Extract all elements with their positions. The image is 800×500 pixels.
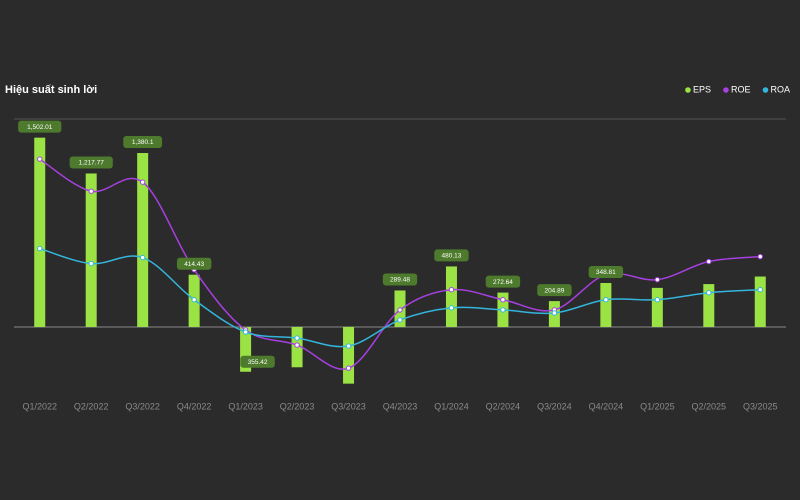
data-label-bg bbox=[240, 355, 275, 368]
x-tick-label: Q1/2023 bbox=[228, 401, 263, 411]
legend-swatch bbox=[685, 87, 691, 93]
data-label-bg bbox=[588, 265, 624, 278]
x-tick-label: Q4/2022 bbox=[177, 401, 212, 411]
line-point bbox=[397, 317, 403, 323]
bar bbox=[703, 284, 715, 327]
line-point bbox=[654, 276, 661, 283]
data-label-bg bbox=[382, 273, 418, 286]
bar bbox=[445, 266, 457, 327]
line-point bbox=[397, 307, 403, 313]
bar bbox=[240, 326, 252, 372]
bar bbox=[137, 153, 149, 327]
data-label: 414.43 bbox=[184, 261, 204, 268]
line-point bbox=[757, 287, 763, 293]
line-point bbox=[448, 305, 455, 311]
line-point bbox=[500, 297, 506, 303]
bar bbox=[600, 282, 612, 327]
data-label: 204.89 bbox=[544, 287, 564, 294]
legend-swatch bbox=[762, 87, 769, 93]
data-label-bg bbox=[18, 120, 62, 133]
legend-label: ROA bbox=[770, 84, 790, 94]
line-point bbox=[345, 365, 352, 371]
x-tick-label: Q1/2022 bbox=[22, 401, 57, 411]
x-tick-label: Q2/2022 bbox=[74, 401, 109, 411]
line-point bbox=[500, 307, 506, 313]
data-label-bg bbox=[537, 284, 572, 297]
line-point bbox=[37, 156, 43, 162]
data-label: 348.81 bbox=[596, 269, 616, 276]
line-point bbox=[551, 310, 558, 316]
x-tick-label: Q2/2024 bbox=[486, 401, 521, 411]
data-label: 1,380.1 bbox=[132, 139, 154, 146]
line-point bbox=[294, 335, 300, 341]
x-tick-label: Q4/2023 bbox=[383, 401, 418, 411]
chart-title: Hiệu suất sinh lời bbox=[5, 84, 97, 96]
line-point bbox=[706, 290, 712, 296]
line-point bbox=[37, 245, 43, 252]
line-point bbox=[345, 343, 352, 349]
data-label: 480.13 bbox=[442, 253, 462, 260]
x-tick-label: Q3/2022 bbox=[125, 401, 160, 411]
data-label-bg bbox=[485, 275, 521, 288]
line-point bbox=[88, 260, 94, 267]
line-point bbox=[242, 329, 249, 335]
line-point bbox=[88, 188, 94, 194]
data-label-bg bbox=[434, 249, 469, 262]
data-label: 289.48 bbox=[390, 277, 410, 284]
line-point bbox=[654, 297, 661, 303]
line-point bbox=[706, 258, 712, 265]
bar bbox=[85, 173, 97, 327]
x-tick-label: Q2/2025 bbox=[692, 401, 727, 411]
data-label-bg bbox=[176, 257, 212, 270]
legend-swatch bbox=[723, 87, 729, 93]
line-point bbox=[139, 179, 146, 185]
bar bbox=[34, 137, 46, 327]
data-label-bg bbox=[123, 136, 163, 149]
legend-label: ROE bbox=[731, 84, 751, 94]
data-label: 1,217.77 bbox=[79, 160, 105, 167]
line-point bbox=[294, 342, 300, 348]
line-point bbox=[603, 297, 609, 303]
line-point bbox=[139, 254, 146, 261]
data-label: 355.42 bbox=[248, 359, 268, 366]
bar bbox=[754, 276, 766, 327]
line-point bbox=[191, 297, 197, 303]
bar bbox=[343, 326, 355, 384]
x-tick-label: Q1/2025 bbox=[640, 401, 675, 411]
x-tick-label: Q3/2023 bbox=[331, 401, 366, 411]
x-tick-label: Q3/2025 bbox=[743, 401, 778, 411]
line-point bbox=[757, 253, 763, 260]
line bbox=[39, 158, 761, 370]
x-tick-label: Q3/2024 bbox=[537, 401, 572, 411]
x-tick-label: Q2/2023 bbox=[280, 401, 315, 411]
bar bbox=[651, 287, 663, 327]
x-tick-label: Q4/2024 bbox=[589, 401, 624, 411]
line-point bbox=[448, 287, 455, 293]
legend-label: EPS bbox=[693, 84, 711, 94]
data-label-bg bbox=[69, 156, 113, 169]
x-tick-label: Q1/2024 bbox=[434, 401, 469, 411]
data-label: 1,502.01 bbox=[27, 124, 53, 131]
data-label: 272.64 bbox=[493, 279, 513, 286]
